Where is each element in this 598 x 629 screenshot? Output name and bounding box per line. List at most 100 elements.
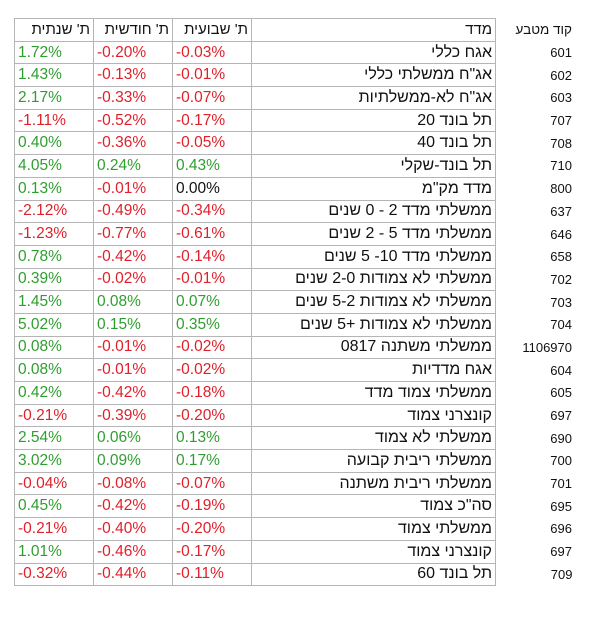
monthly-return-cell: 0.15% — [93, 312, 173, 337]
weekly-return-cell: -0.01% — [172, 267, 252, 292]
index-code-cell: 696 — [550, 521, 572, 537]
index-code-cell: 695 — [550, 498, 572, 514]
index-code-cell: 605 — [550, 385, 572, 401]
monthly-return-cell: -0.20% — [93, 40, 173, 65]
index-code-cell: 702 — [550, 271, 572, 287]
index-code-cell: 690 — [550, 430, 572, 446]
table-row: 0.45% -0.42% -0.19% סה"כ צמוד 695 — [14, 494, 578, 519]
index-name-cell: מדד מק"מ — [251, 176, 496, 201]
table-row: 0.08% -0.01% -0.02% ממשלתי משתנה 0817 110697… — [14, 335, 578, 360]
index-name-cell: ממשלתי לא צמודות 5-2 שנים — [251, 290, 496, 314]
monthly-return-cell: -0.44% — [93, 562, 173, 587]
monthly-return-cell: -0.36% — [93, 131, 173, 156]
table-row: 0.42% -0.42% -0.18% ממשלתי צמוד מדד 605 — [14, 381, 578, 405]
table-row: 1.43% -0.13% -0.01% אג"ח ממשלתי כללי 602 — [14, 63, 578, 88]
annual-return-cell: -0.04% — [14, 471, 94, 496]
weekly-return-cell: -0.19% — [172, 494, 252, 519]
index-code-cell: 697 — [550, 544, 572, 560]
table-row: -0.21% -0.39% -0.20% קונצרני צמוד 697 — [14, 403, 578, 428]
annual-return-cell: -0.21% — [14, 517, 94, 541]
index-name-cell: ממשלתי צמוד מדד — [251, 381, 496, 405]
header-row: ת' שנתית ת' חודשית ת' שבועית מדד קוד מטב… — [14, 18, 578, 42]
annual-return-cell: 0.13% — [14, 176, 94, 201]
weekly-return-cell: 0.43% — [172, 154, 252, 178]
monthly-return-cell: 0.24% — [93, 154, 173, 178]
annual-return-cell: 2.17% — [14, 86, 94, 110]
weekly-return-cell: -0.14% — [172, 244, 252, 269]
index-code-cell: 601 — [550, 45, 572, 61]
weekly-return-cell: -0.20% — [172, 403, 252, 428]
index-code-cell: 603 — [550, 90, 572, 106]
monthly-return-cell: -0.33% — [93, 86, 173, 110]
annual-return-cell: 1.43% — [14, 63, 94, 88]
weekly-return-cell: -0.61% — [172, 222, 252, 246]
table-row: 2.17% -0.33% -0.07% אג"ח לא-ממשלתיות 603 — [14, 86, 578, 110]
weekly-return-cell: -0.34% — [172, 199, 252, 224]
table-row: -2.12% -0.49% -0.34% ממשלתי מדד 2 - 0 שנים 6… — [14, 199, 578, 224]
bond-index-table: ת' שנתית ת' חודשית ת' שבועית מדד קוד מטב… — [14, 18, 578, 587]
table-row: 5.02% 0.15% 0.35% ממשלתי לא צמודות +5 שנים 7… — [14, 312, 578, 337]
index-name-cell: אגח מדדיות — [251, 358, 496, 382]
index-code-cell: 604 — [550, 362, 572, 378]
index-name-cell: אג"ח לא-ממשלתיות — [251, 86, 496, 110]
index-code-cell: 658 — [550, 249, 572, 265]
weekly-return-cell: -0.05% — [172, 131, 252, 156]
monthly-return-cell: -0.77% — [93, 222, 173, 246]
annual-return-cell: 1.01% — [14, 539, 94, 564]
table-row: 1.45% 0.08% 0.07% ממשלתי לא צמודות 5-2 שנים… — [14, 290, 578, 314]
header-weekly-return: ת' שבועית — [172, 18, 252, 42]
annual-return-cell: 1.72% — [14, 40, 94, 65]
monthly-return-cell: -0.08% — [93, 471, 173, 496]
annual-return-cell: 0.08% — [14, 358, 94, 382]
index-code-cell: 646 — [550, 226, 572, 242]
monthly-return-cell: -0.42% — [93, 244, 173, 269]
annual-return-cell: 0.78% — [14, 244, 94, 269]
annual-return-cell: 4.05% — [14, 154, 94, 178]
index-name-cell: ממשלתי מדד 10- 5 שנים — [251, 244, 496, 269]
weekly-return-cell: -0.11% — [172, 562, 252, 587]
index-code-cell: 709 — [550, 566, 573, 582]
table-row: -0.04% -0.08% -0.07% ממשלתי ריבית משתנה 701 — [14, 471, 578, 496]
weekly-return-cell: 0.35% — [172, 312, 252, 337]
index-name-cell: קונצרני צמוד — [251, 403, 496, 428]
index-name-cell: ממשלתי לא צמודות 2-0 שנים — [251, 267, 496, 292]
index-name-cell: תל בונד 40 — [251, 131, 496, 156]
index-name-cell: סה"כ צמוד — [251, 494, 496, 519]
table-row: 0.39% -0.02% -0.01% ממשלתי לא צמודות 2-0 שנ… — [14, 267, 578, 292]
monthly-return-cell: -0.46% — [93, 539, 173, 564]
header-annual-return: ת' שנתית — [14, 18, 94, 42]
index-code-cell: 701 — [550, 476, 572, 492]
monthly-return-cell: 0.08% — [93, 290, 173, 314]
annual-return-cell: 0.45% — [14, 494, 94, 519]
index-name-cell: ממשלתי לא צמוד — [251, 426, 496, 451]
table-row: 0.78% -0.42% -0.14% ממשלתי מדד 10- 5 שנים 65… — [14, 244, 578, 269]
index-code-cell: 697 — [550, 408, 572, 424]
index-name-cell: תל בונד 20 — [251, 108, 496, 133]
annual-return-cell: -0.32% — [14, 562, 94, 587]
monthly-return-cell: -0.01% — [93, 358, 173, 382]
index-name-cell: ממשלתי מדד 5 - 2 שנים — [251, 222, 496, 246]
annual-return-cell: 3.02% — [14, 449, 94, 473]
monthly-return-cell: 0.06% — [93, 426, 173, 451]
index-name-cell: קונצרני צמוד — [251, 539, 496, 564]
weekly-return-cell: -0.03% — [172, 40, 252, 65]
index-name-cell: ממשלתי ריבית משתנה — [251, 471, 496, 496]
index-name-cell: אגח כללי — [251, 40, 496, 65]
weekly-return-cell: 0.00% — [172, 176, 252, 201]
index-name-cell: ממשלתי ריבית קבועה — [251, 449, 496, 473]
table-row: -1.23% -0.77% -0.61% ממשלתי מדד 5 - 2 שנים 6… — [14, 222, 578, 246]
table-row: -0.32% -0.44% -0.11% תל בונד 60 709 — [14, 562, 578, 587]
monthly-return-cell: -0.49% — [93, 199, 173, 224]
table-row: 1.72% -0.20% -0.03% אגח כללי 601 — [14, 40, 578, 65]
table-row: 2.54% 0.06% 0.13% ממשלתי לא צמוד 690 — [14, 426, 578, 451]
index-name-cell: תל בונד 60 — [251, 562, 496, 587]
index-code-cell: 703 — [550, 294, 572, 310]
index-name-cell: ממשלתי מדד 2 - 0 שנים — [251, 199, 496, 224]
weekly-return-cell: -0.18% — [172, 381, 252, 405]
weekly-return-cell: -0.07% — [172, 86, 252, 110]
weekly-return-cell: -0.01% — [172, 63, 252, 88]
index-code-cell: 637 — [550, 203, 572, 219]
table-row: 0.08% -0.01% -0.02% אגח מדדיות 604 — [14, 358, 578, 382]
index-name-cell: ממשלתי לא צמודות +5 שנים — [251, 312, 496, 337]
table-row: 0.40% -0.36% -0.05% תל בונד 40 708 — [14, 131, 578, 156]
